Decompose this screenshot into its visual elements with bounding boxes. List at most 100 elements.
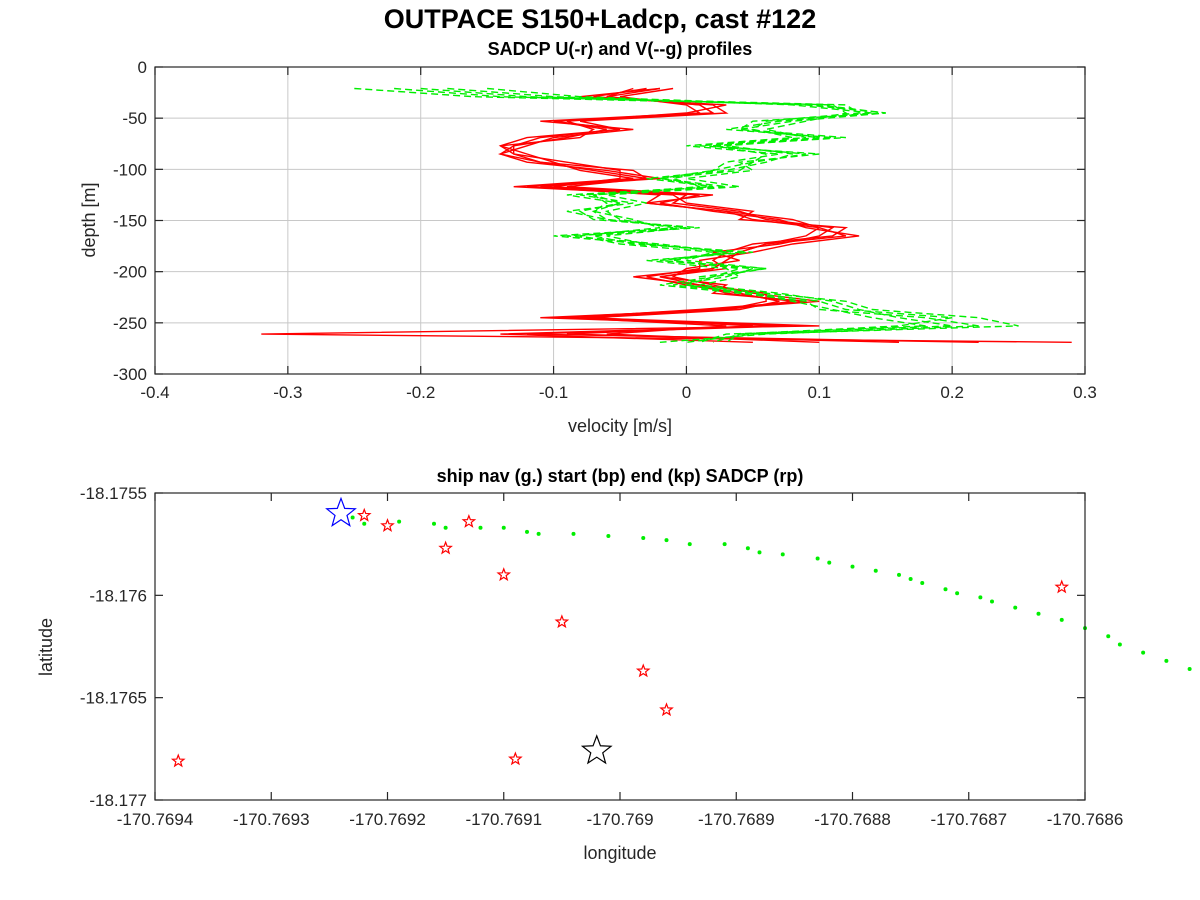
y-tick-label: 0 — [138, 58, 147, 77]
figure-title: OUTPACE S150+Ladcp, cast #122 — [384, 4, 816, 34]
y-tick-label: -100 — [113, 160, 147, 179]
ship-nav-title: ship nav (g.) start (bp) end (kp) SADCP … — [437, 466, 804, 486]
v-profile-line-5 — [354, 87, 953, 343]
ship-nav-point — [478, 525, 483, 530]
ship-nav-point — [1141, 650, 1146, 655]
ship-nav-axes-box — [154, 492, 1086, 801]
x-tick-label: -170.7693 — [233, 810, 310, 829]
v-profile-line-7 — [447, 87, 979, 343]
ship-nav-point — [978, 595, 983, 600]
ship-nav-xlabel: longitude — [583, 843, 656, 863]
ship-nav-points — [170, 496, 1192, 768]
ship-nav-point — [955, 591, 960, 596]
ship-nav-point — [722, 542, 727, 547]
ship-nav-chart: ship nav (g.) start (bp) end (kp) SADCP … — [36, 466, 1192, 863]
ship-nav-point — [990, 599, 994, 604]
x-tick-label: -170.7686 — [1047, 810, 1124, 829]
x-tick-label: -170.7692 — [349, 810, 426, 829]
ship-nav-point — [350, 515, 355, 520]
u-profile-line-4 — [500, 87, 821, 343]
ship-nav-point — [1187, 667, 1192, 672]
x-tick-label: -0.3 — [273, 383, 302, 402]
sadcp-star-marker — [438, 540, 453, 555]
ship-nav-point — [1164, 658, 1169, 663]
sadcp-star-marker — [1054, 579, 1070, 594]
ship-nav-point — [1117, 642, 1122, 647]
sadcp-star-marker — [635, 663, 651, 678]
sadcp-star-marker — [380, 518, 395, 532]
ship-nav-point — [687, 542, 692, 547]
x-tick-label: 0 — [682, 383, 691, 402]
ship-nav-point — [606, 533, 611, 538]
x-tick-label: -170.7694 — [117, 810, 194, 829]
sadcp-star-marker — [461, 513, 477, 528]
y-tick-label: -18.1765 — [80, 689, 147, 708]
x-tick-label: -170.7691 — [465, 810, 542, 829]
y-tick-label: -200 — [113, 263, 147, 282]
ship-nav-point — [745, 546, 750, 551]
start-star-marker — [325, 496, 357, 527]
x-tick-label: -0.1 — [539, 383, 568, 402]
ship-nav-point — [815, 556, 820, 561]
ship-nav-point — [908, 576, 913, 581]
y-tick-label: -18.177 — [89, 791, 147, 810]
u-profile-line-3 — [500, 87, 849, 343]
x-tick-label: -170.769 — [586, 810, 653, 829]
ship-nav-point — [664, 538, 669, 543]
ship-nav-point — [501, 525, 506, 530]
x-tick-label: 0.1 — [807, 383, 831, 402]
ship-nav-point — [827, 560, 832, 565]
y-tick-label: -300 — [113, 365, 147, 384]
ship-nav-point — [571, 531, 576, 536]
ship-nav-ticks: -170.7694 -170.7693 -170.7692 -170.7691 -170… — [80, 484, 1123, 829]
ship-nav-ylabel: latitude — [36, 618, 56, 676]
ship-nav-point — [1036, 611, 1041, 616]
y-tick-label: -50 — [122, 109, 147, 128]
sadcp-star-marker — [356, 507, 372, 522]
velocity-profile-ticks: -0.4 -0.3 -0.2 -0.1 0 0.1 0.2 0.3 0 -50 -100 -150 -2… — [113, 58, 1097, 402]
x-tick-label: -170.7688 — [814, 810, 891, 829]
velocity-profile-chart: SADCP U(-r) and V(--g) profiles -0.4 -0.3… — [79, 39, 1097, 436]
y-tick-label: -18.1755 — [80, 484, 147, 503]
velocity-profile-xlabel: velocity [m/s] — [568, 416, 672, 436]
ship-nav-point — [850, 564, 855, 569]
ship-nav-point — [920, 581, 925, 586]
x-tick-label: -0.4 — [140, 383, 169, 402]
ship-nav-point — [897, 572, 901, 577]
ship-nav-point — [536, 531, 541, 536]
ship-nav-point — [641, 536, 646, 541]
ship-nav-point — [432, 521, 436, 526]
y-tick-label: -18.176 — [89, 586, 147, 605]
ship-nav-point — [443, 525, 448, 530]
v-profile-line-6 — [420, 87, 1019, 343]
sadcp-star-marker — [496, 567, 512, 582]
ship-nav-point — [397, 519, 402, 524]
velocity-profile-series — [261, 87, 1072, 343]
sadcp-star-marker — [659, 702, 674, 717]
y-tick-label: -250 — [113, 314, 147, 333]
ship-nav-point — [943, 587, 948, 592]
velocity-profile-ylabel: depth [m] — [79, 182, 99, 257]
x-tick-label: -170.7687 — [930, 810, 1007, 829]
ship-nav-point — [1013, 605, 1018, 610]
v-profile-line-8 — [394, 87, 953, 343]
end-star-marker — [580, 734, 613, 765]
ship-nav-point — [1059, 617, 1064, 622]
ship-nav-point — [525, 529, 529, 534]
x-tick-label: 0.3 — [1073, 383, 1097, 402]
u-profile-line-2 — [498, 87, 900, 343]
ship-nav-point — [780, 552, 785, 557]
x-tick-label: -170.7689 — [698, 810, 775, 829]
ship-nav-point — [757, 550, 762, 555]
y-tick-label: -150 — [113, 212, 147, 231]
velocity-profile-title: SADCP U(-r) and V(--g) profiles — [488, 39, 753, 59]
x-tick-label: -0.2 — [406, 383, 435, 402]
sadcp-star-marker — [554, 614, 570, 629]
x-tick-label: 0.2 — [940, 383, 964, 402]
sadcp-star-marker — [170, 753, 186, 768]
u-profile-line-0 — [261, 87, 1072, 343]
ship-nav-point — [1106, 634, 1111, 639]
sadcp-star-marker — [508, 751, 523, 766]
ship-nav-point — [873, 568, 878, 573]
